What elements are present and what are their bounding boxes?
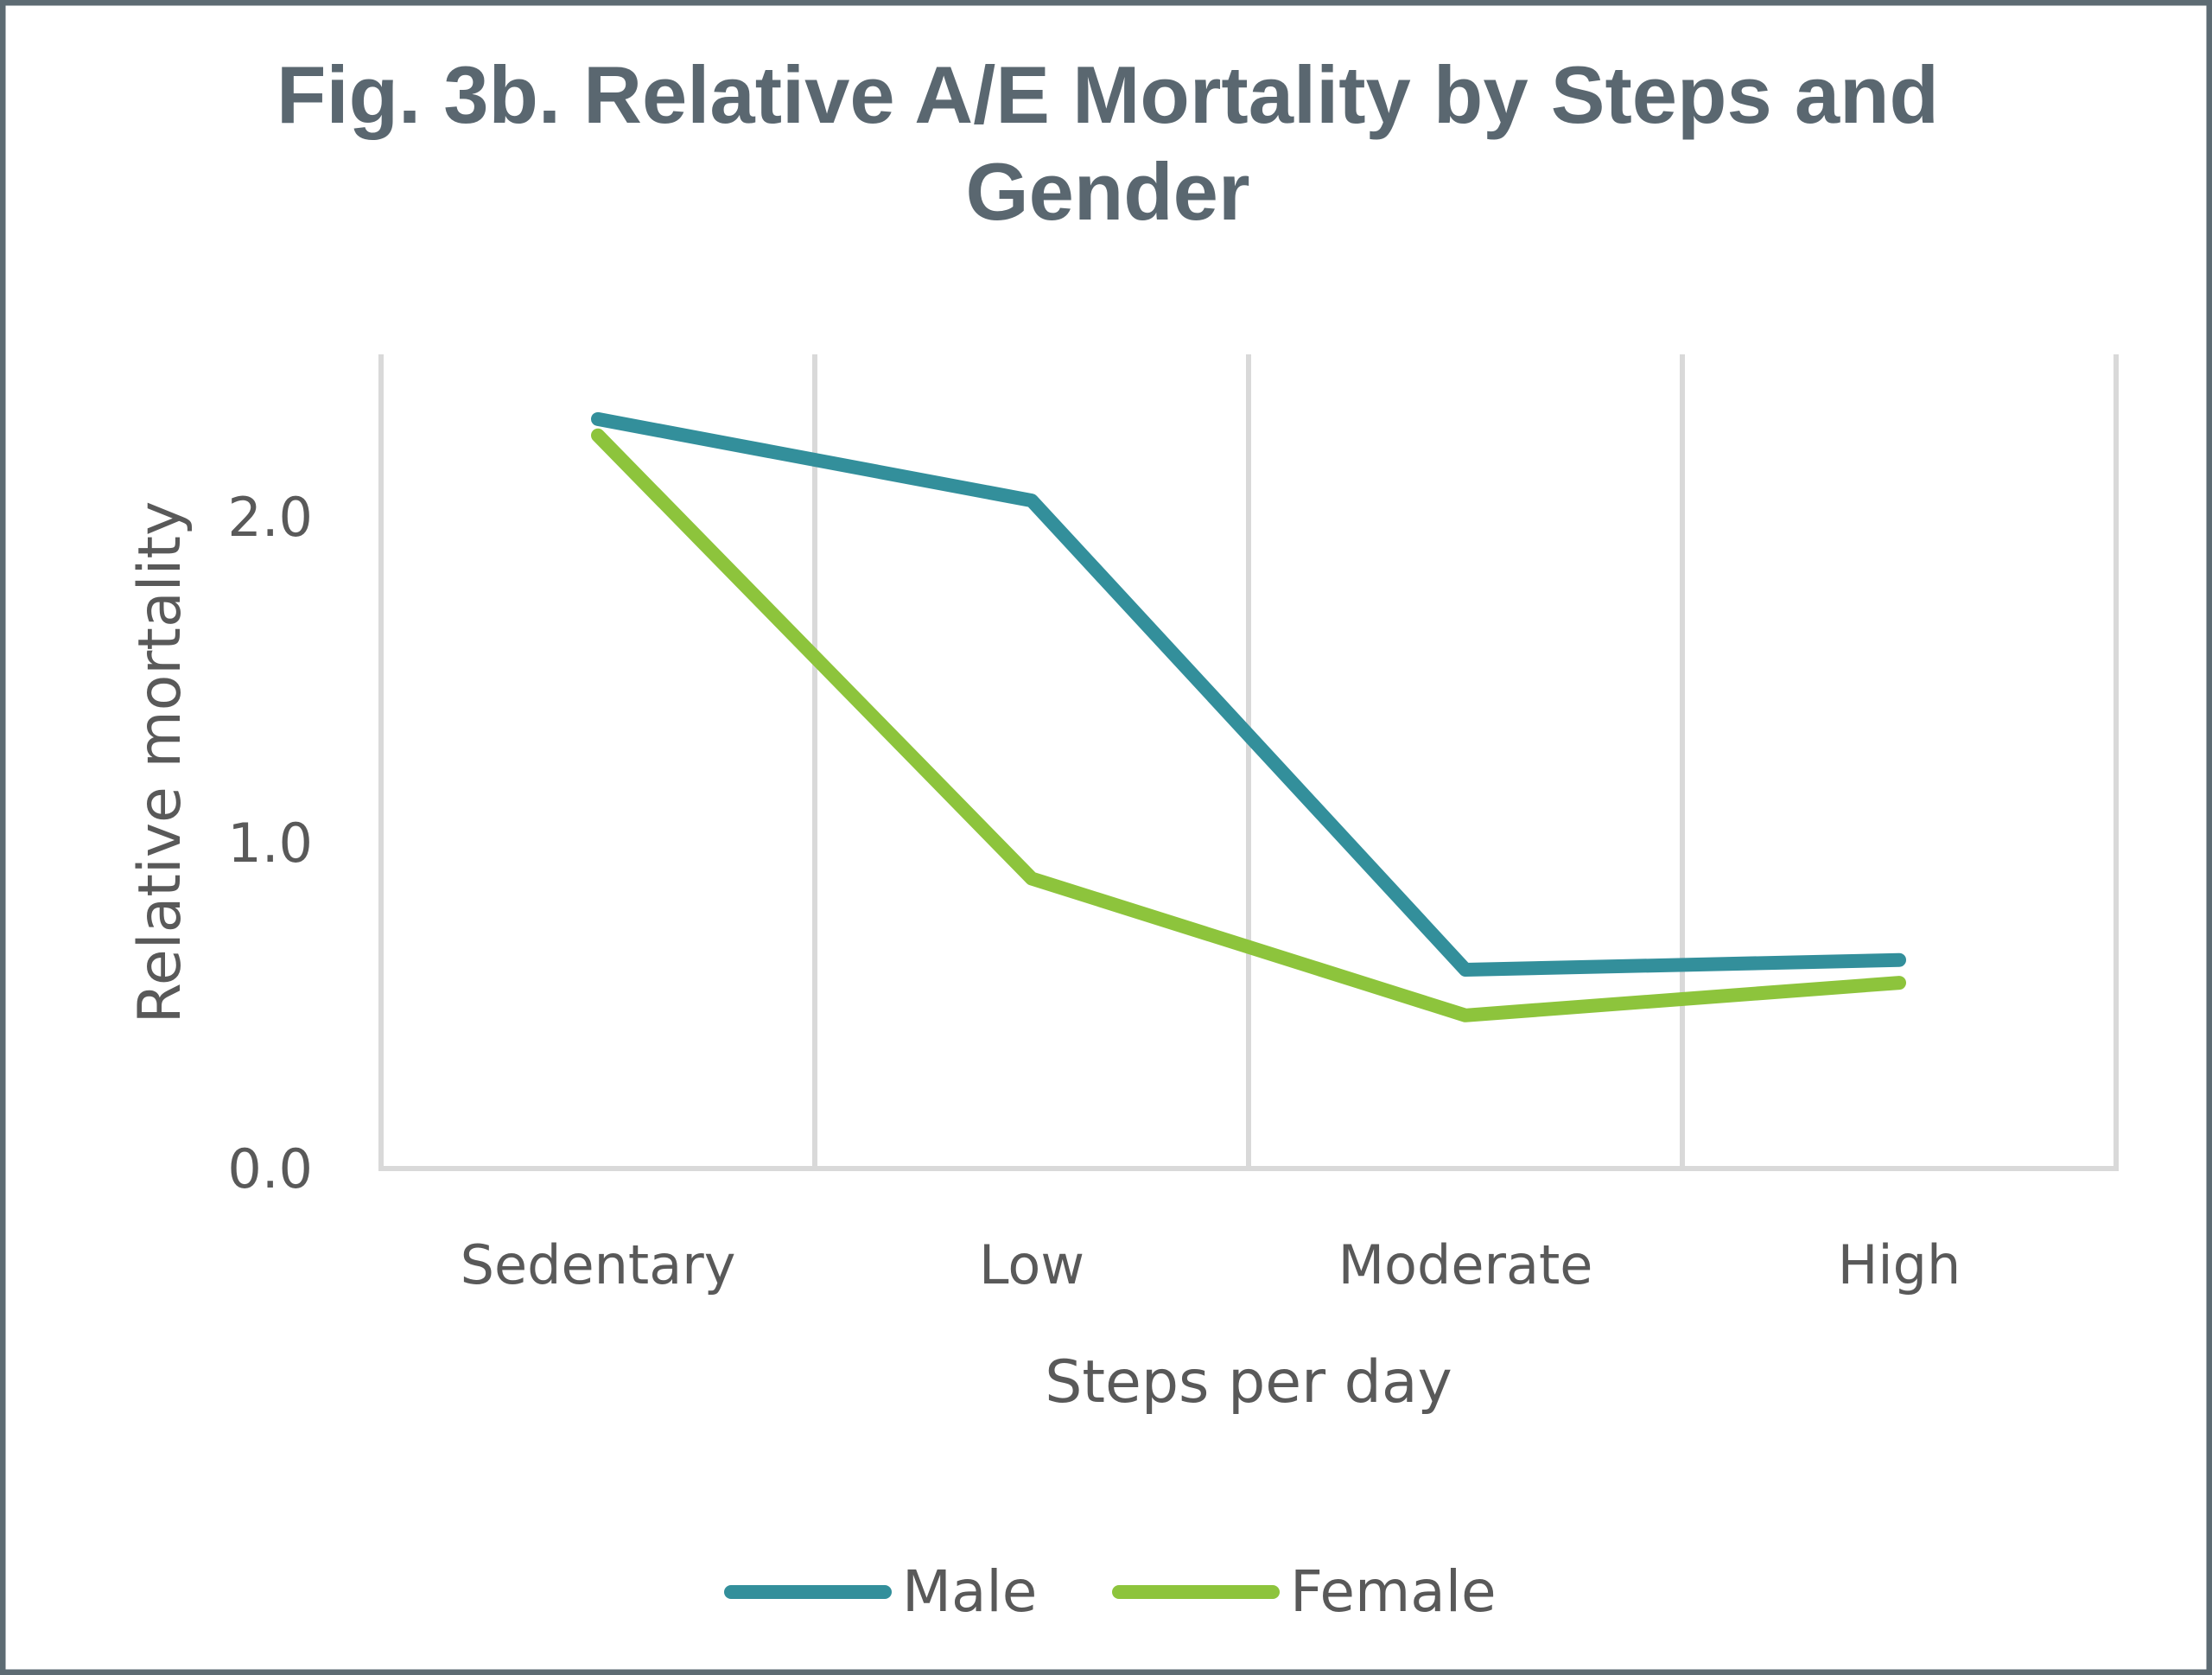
x-tick-label: Moderate [1338, 1233, 1593, 1296]
legend-label-female: Female [1290, 1558, 1497, 1625]
chart-title-line-2: Gender [965, 146, 1249, 237]
x-tick-label: Low [979, 1233, 1084, 1296]
x-tick-label: Sedentary [461, 1233, 736, 1296]
x-tick-label: High [1838, 1233, 1961, 1296]
x-axis-title: Steps per day [1045, 1348, 1452, 1417]
chart-title-line-1: Fig. 3b. Relative A/E Mortality by Steps… [276, 49, 1939, 140]
y-tick-label: 1.0 [227, 812, 313, 875]
y-tick-label: 0.0 [227, 1137, 313, 1201]
legend-label-male: Male [902, 1558, 1037, 1625]
y-axis-title: Relative mortality [126, 501, 194, 1024]
series-line-female [591, 428, 1906, 1022]
legend: Male Female [724, 1558, 1497, 1625]
series-line-male [591, 411, 1906, 978]
y-tick-label: 2.0 [227, 486, 313, 549]
